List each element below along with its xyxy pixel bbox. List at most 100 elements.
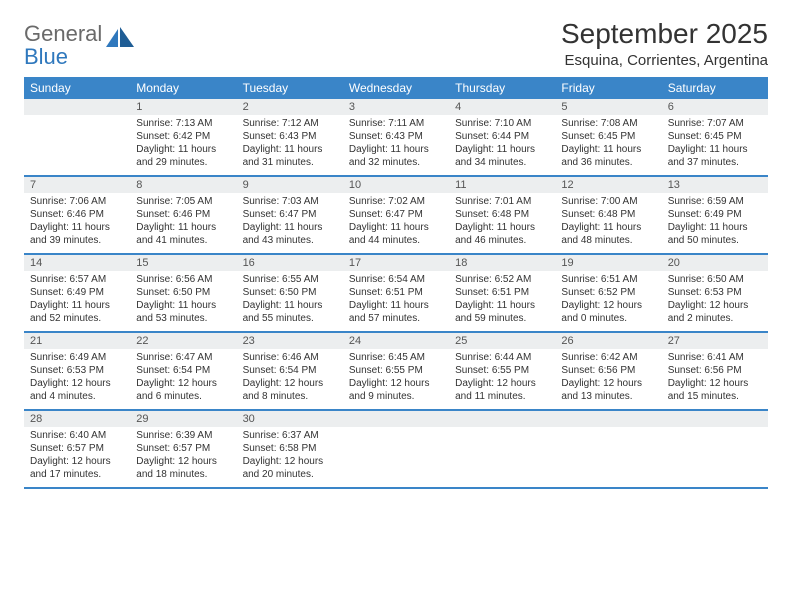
day2-text: and 18 minutes. [136, 468, 230, 481]
sunset-text: Sunset: 6:47 PM [349, 208, 443, 221]
day2-text: and 36 minutes. [561, 156, 655, 169]
day1-text: Daylight: 11 hours [561, 143, 655, 156]
day-number-cell: 27 [662, 332, 768, 349]
sunset-text: Sunset: 6:46 PM [136, 208, 230, 221]
sunrise-text: Sunrise: 6:51 AM [561, 273, 655, 286]
sunset-text: Sunset: 6:53 PM [30, 364, 124, 377]
day2-text: and 17 minutes. [30, 468, 124, 481]
sunrise-text: Sunrise: 6:45 AM [349, 351, 443, 364]
day-cell: Sunrise: 7:00 AMSunset: 6:48 PMDaylight:… [555, 193, 661, 254]
day-cell: Sunrise: 6:41 AMSunset: 6:56 PMDaylight:… [662, 349, 768, 410]
month-title: September 2025 [561, 18, 768, 50]
day1-text: Daylight: 11 hours [136, 143, 230, 156]
sunset-text: Sunset: 6:56 PM [561, 364, 655, 377]
day-number-cell: 5 [555, 99, 661, 115]
day-cell: Sunrise: 7:07 AMSunset: 6:45 PMDaylight:… [662, 115, 768, 176]
day-content [449, 427, 555, 487]
day-cell: Sunrise: 6:50 AMSunset: 6:53 PMDaylight:… [662, 271, 768, 332]
sunrise-text: Sunrise: 6:42 AM [561, 351, 655, 364]
sunrise-text: Sunrise: 6:56 AM [136, 273, 230, 286]
day-number: 20 [668, 257, 680, 269]
day1-text: Daylight: 11 hours [668, 143, 762, 156]
sunrise-text: Sunrise: 6:50 AM [668, 273, 762, 286]
day-content: Sunrise: 6:47 AMSunset: 6:54 PMDaylight:… [130, 349, 236, 409]
sunrise-text: Sunrise: 6:59 AM [668, 195, 762, 208]
day-header: Friday [555, 77, 661, 99]
sunset-text: Sunset: 6:57 PM [30, 442, 124, 455]
day-cell [24, 115, 130, 176]
sunrise-text: Sunrise: 7:07 AM [668, 117, 762, 130]
day1-text: Daylight: 12 hours [349, 377, 443, 390]
sunrise-text: Sunrise: 6:46 AM [243, 351, 337, 364]
day2-text: and 2 minutes. [668, 312, 762, 325]
day-number: 12 [561, 179, 573, 191]
day1-text: Daylight: 11 hours [243, 221, 337, 234]
day-content: Sunrise: 6:55 AMSunset: 6:50 PMDaylight:… [237, 271, 343, 331]
sunset-text: Sunset: 6:55 PM [349, 364, 443, 377]
day-content [555, 427, 661, 487]
day-number-row: 123456 [24, 99, 768, 115]
day-number: 9 [243, 179, 249, 191]
day1-text: Daylight: 11 hours [349, 299, 443, 312]
day-cell: Sunrise: 7:12 AMSunset: 6:43 PMDaylight:… [237, 115, 343, 176]
day-number: 29 [136, 413, 148, 425]
day1-text: Daylight: 12 hours [668, 299, 762, 312]
week-row: Sunrise: 6:49 AMSunset: 6:53 PMDaylight:… [24, 349, 768, 410]
day2-text: and 48 minutes. [561, 234, 655, 247]
sunset-text: Sunset: 6:54 PM [136, 364, 230, 377]
day-cell [343, 427, 449, 488]
day-number-cell: 23 [237, 332, 343, 349]
day-number: 21 [30, 335, 42, 347]
day1-text: Daylight: 11 hours [455, 221, 549, 234]
day2-text: and 11 minutes. [455, 390, 549, 403]
day-number-cell: 12 [555, 176, 661, 193]
sunrise-text: Sunrise: 6:39 AM [136, 429, 230, 442]
sunrise-text: Sunrise: 6:57 AM [30, 273, 124, 286]
day2-text: and 6 minutes. [136, 390, 230, 403]
day-content: Sunrise: 7:03 AMSunset: 6:47 PMDaylight:… [237, 193, 343, 253]
day-number: 10 [349, 179, 361, 191]
day1-text: Daylight: 11 hours [136, 221, 230, 234]
day-number: 7 [30, 179, 36, 191]
day2-text: and 59 minutes. [455, 312, 549, 325]
day-number: 11 [455, 179, 466, 191]
day1-text: Daylight: 12 hours [243, 455, 337, 468]
week-row: Sunrise: 7:13 AMSunset: 6:42 PMDaylight:… [24, 115, 768, 176]
day-number: 15 [136, 257, 148, 269]
sunset-text: Sunset: 6:44 PM [455, 130, 549, 143]
location-text: Esquina, Corrientes, Argentina [561, 52, 768, 69]
day-cell: Sunrise: 6:54 AMSunset: 6:51 PMDaylight:… [343, 271, 449, 332]
day2-text: and 34 minutes. [455, 156, 549, 169]
day1-text: Daylight: 11 hours [455, 143, 549, 156]
day-cell: Sunrise: 6:45 AMSunset: 6:55 PMDaylight:… [343, 349, 449, 410]
day-cell: Sunrise: 6:59 AMSunset: 6:49 PMDaylight:… [662, 193, 768, 254]
day-content: Sunrise: 6:37 AMSunset: 6:58 PMDaylight:… [237, 427, 343, 487]
sunrise-text: Sunrise: 7:11 AM [349, 117, 443, 130]
sunset-text: Sunset: 6:42 PM [136, 130, 230, 143]
day-number-cell: 11 [449, 176, 555, 193]
day-content: Sunrise: 7:06 AMSunset: 6:46 PMDaylight:… [24, 193, 130, 253]
day-number-cell: 9 [237, 176, 343, 193]
day-number: 25 [455, 335, 467, 347]
day-number: 26 [561, 335, 573, 347]
day-cell: Sunrise: 7:10 AMSunset: 6:44 PMDaylight:… [449, 115, 555, 176]
day-number-cell [449, 410, 555, 427]
day2-text: and 37 minutes. [668, 156, 762, 169]
day2-text: and 0 minutes. [561, 312, 655, 325]
day-number-cell: 18 [449, 254, 555, 271]
sunset-text: Sunset: 6:54 PM [243, 364, 337, 377]
day1-text: Daylight: 11 hours [30, 299, 124, 312]
day-cell: Sunrise: 7:08 AMSunset: 6:45 PMDaylight:… [555, 115, 661, 176]
day-cell: Sunrise: 7:02 AMSunset: 6:47 PMDaylight:… [343, 193, 449, 254]
day-content: Sunrise: 7:00 AMSunset: 6:48 PMDaylight:… [555, 193, 661, 253]
day-content: Sunrise: 6:40 AMSunset: 6:57 PMDaylight:… [24, 427, 130, 487]
brand-word-gray: General [24, 21, 102, 46]
day-cell: Sunrise: 6:47 AMSunset: 6:54 PMDaylight:… [130, 349, 236, 410]
sunset-text: Sunset: 6:43 PM [349, 130, 443, 143]
sunset-text: Sunset: 6:45 PM [668, 130, 762, 143]
sunset-text: Sunset: 6:50 PM [243, 286, 337, 299]
calendar-table: Sunday Monday Tuesday Wednesday Thursday… [24, 77, 768, 489]
sunrise-text: Sunrise: 6:37 AM [243, 429, 337, 442]
brand-name: General Blue [24, 22, 102, 68]
week-row: Sunrise: 6:40 AMSunset: 6:57 PMDaylight:… [24, 427, 768, 488]
